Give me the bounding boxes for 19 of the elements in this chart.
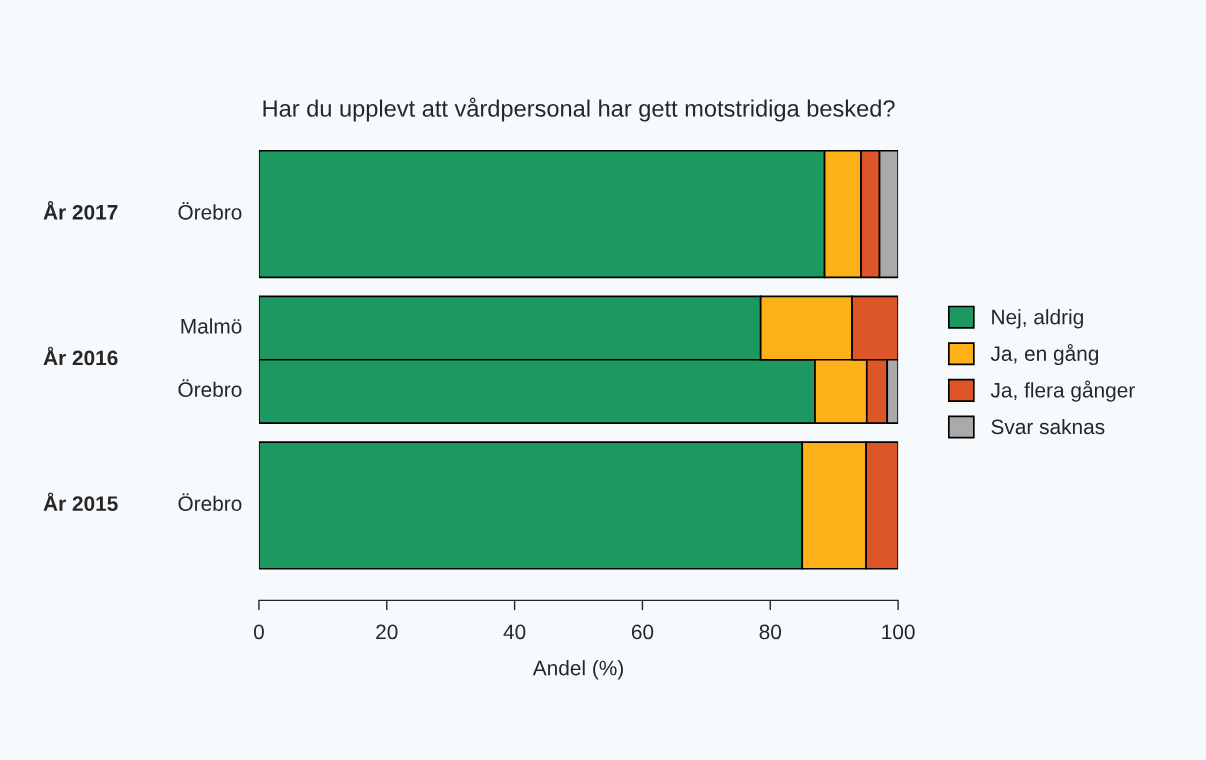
- x-tick-label: 80: [759, 624, 782, 640]
- chart-title: Har du upplevt att vårdpersonal har gett motstridiga besked?: [263, 97, 895, 122]
- x-tick-label: 100: [882, 624, 915, 640]
- text: År 2015: [43, 492, 118, 511]
- x-tick-label: 60: [631, 624, 654, 640]
- x-tick-label: 20: [376, 624, 398, 640]
- legend-label: Ja, en gång: [990, 343, 1099, 366]
- text: År 2017: [43, 201, 118, 220]
- x-axis-title: Andel (%): [532, 660, 623, 680]
- x-tick-label: 40: [503, 624, 526, 640]
- legend-label: Svar saknas: [991, 418, 1105, 435]
- legend-label: Ja, flera gånger: [990, 380, 1135, 402]
- y-tick-label: Örebro: [178, 202, 242, 220]
- y-tick-label: Örebro: [178, 379, 242, 397]
- text: År 2016: [43, 346, 118, 366]
- legend-label: Nej, aldrig: [992, 309, 1083, 329]
- x-tick-label: 0: [253, 624, 264, 640]
- y-tick-label: Malmö: [181, 318, 242, 334]
- y-tick-label: Örebro: [178, 493, 242, 511]
